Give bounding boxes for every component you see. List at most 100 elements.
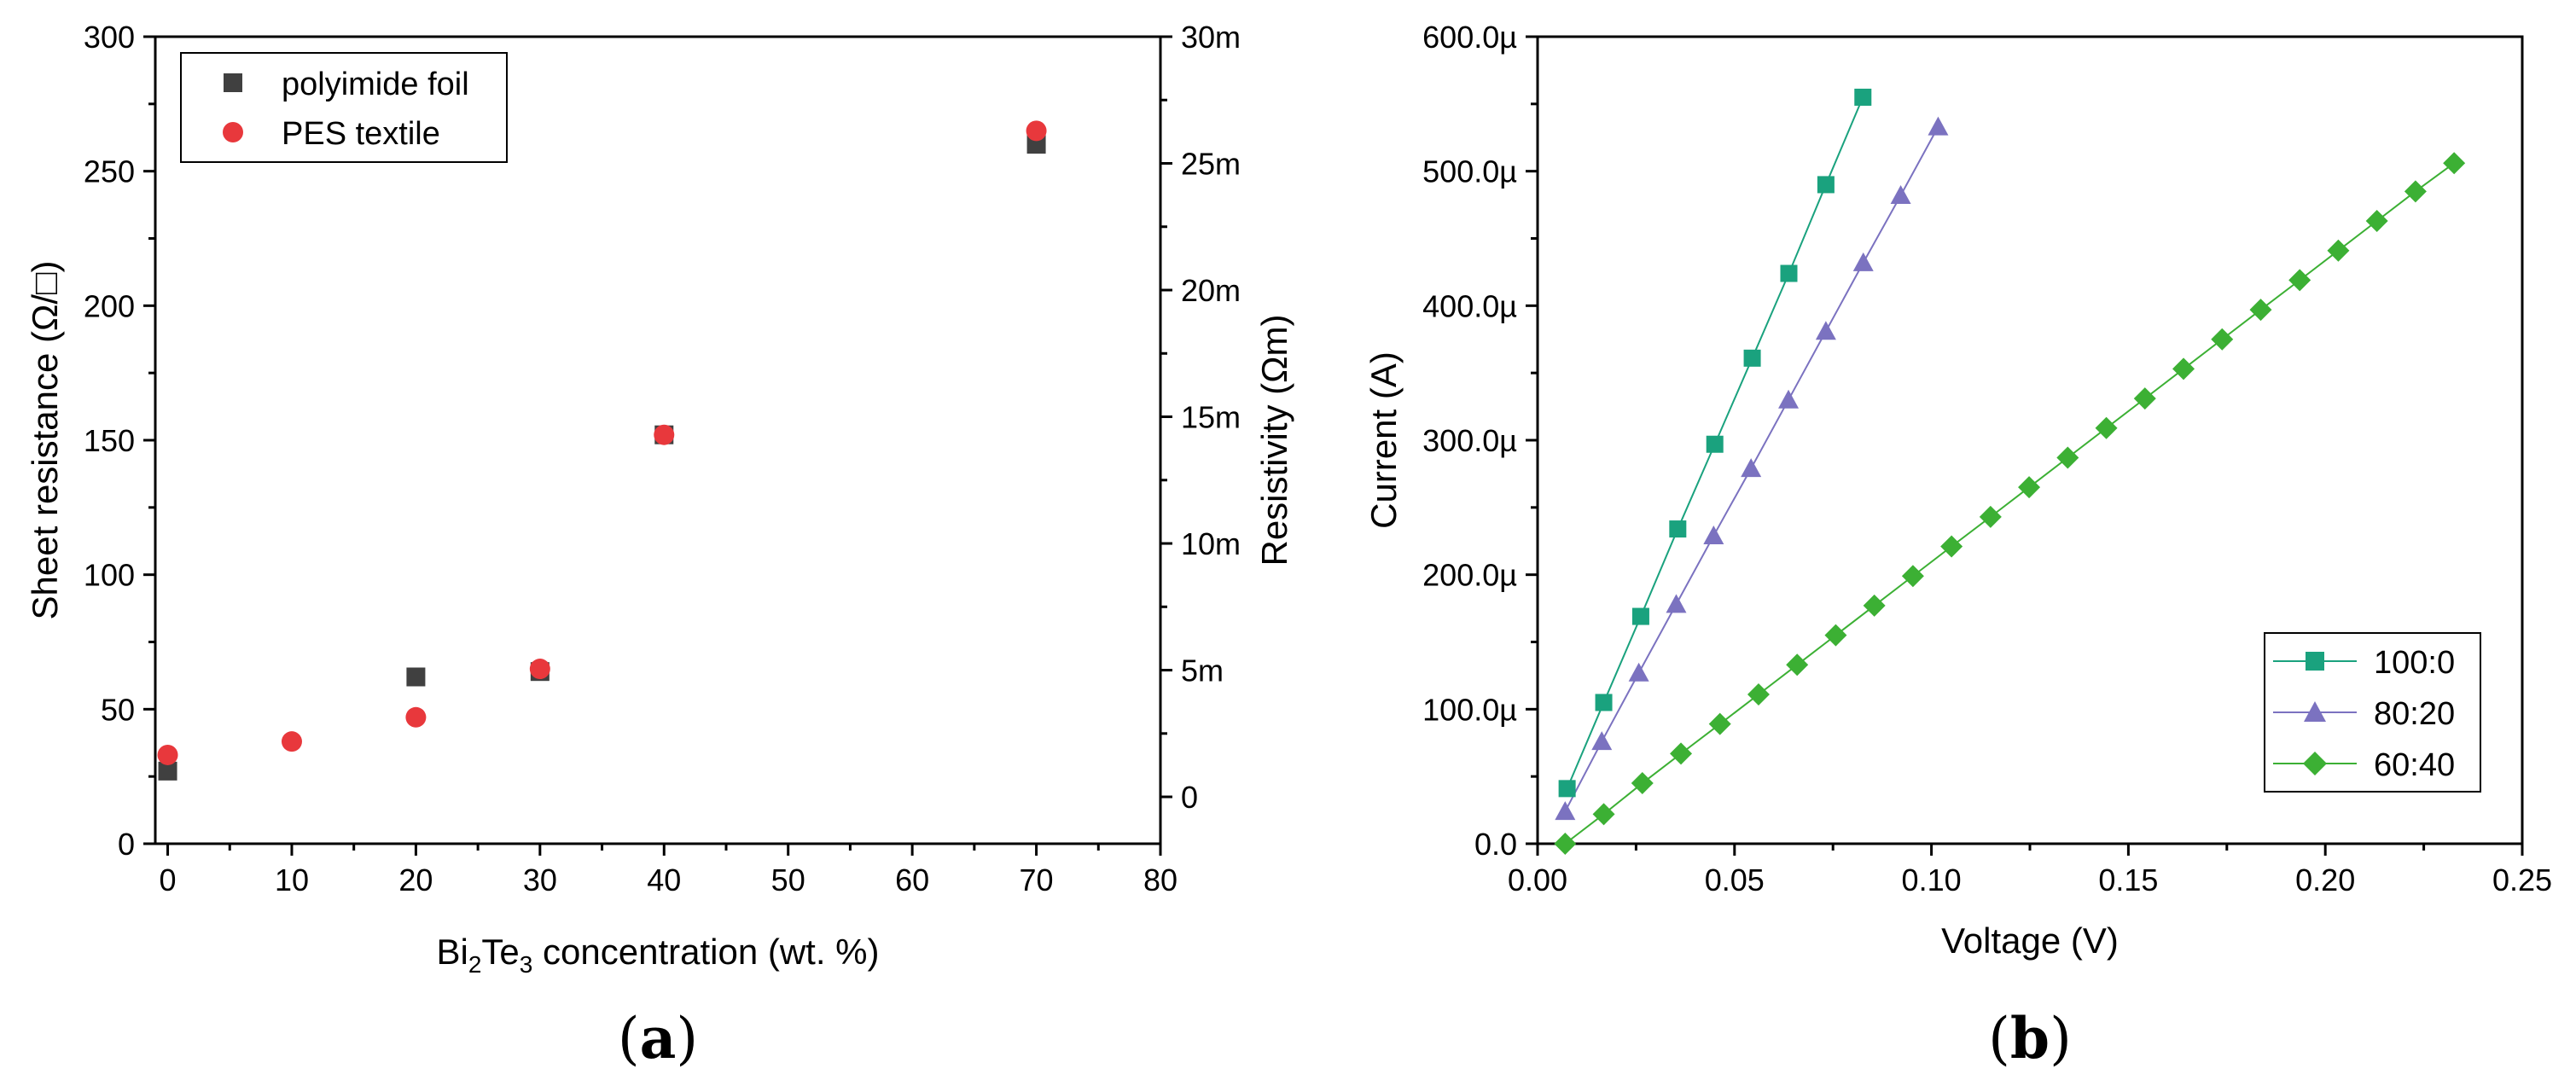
data-point-80-20	[1852, 252, 1874, 271]
panel-a-y2-axis: 0 5m 10m 15m 20m 25m 30m	[1160, 20, 1241, 815]
data-point-60-40	[2404, 180, 2427, 203]
x-tick-label: 30	[523, 862, 557, 897]
data-point-60-40	[1979, 505, 2002, 528]
y-tick-label: 200	[84, 288, 135, 323]
data-point-60-40	[1901, 565, 1924, 588]
data-point-60-40	[2172, 357, 2195, 380]
y-tick-label: 600.0µ	[1422, 20, 1517, 55]
data-point-60-40	[2056, 446, 2079, 469]
data-point-60-40	[1592, 803, 1615, 826]
data-point-80-20	[1815, 321, 1836, 340]
data-point-polyimide-foil	[406, 667, 426, 687]
data-point-60-40	[2133, 387, 2156, 410]
panel-a-y2-axis-title: Resistivity (Ωm)	[1254, 314, 1294, 566]
legend-marker-80-20	[2304, 701, 2326, 722]
x-tick-label: 0	[160, 862, 177, 897]
y2-tick-label: 25m	[1181, 147, 1241, 182]
x-tick-label: 0.10	[1902, 862, 1962, 897]
data-point-100-0	[1631, 607, 1649, 625]
x-tick-label: 50	[771, 862, 805, 897]
panel-b-y-axis-title: Current (A)	[1364, 351, 1404, 529]
y-tick-label: 150	[84, 423, 135, 458]
data-point-60-40	[1670, 742, 1693, 765]
data-point-80-20	[1628, 662, 1649, 682]
data-point-100-0	[1558, 780, 1576, 798]
panel-a-data-points	[157, 120, 1047, 781]
series-line-60-40	[1564, 162, 2455, 845]
data-point-pes-textile	[405, 706, 427, 728]
panel-b-data-points	[1554, 88, 2466, 855]
data-point-pes-textile	[529, 659, 550, 680]
x-tick-label: 0.00	[1508, 862, 1567, 897]
x-tick-label: 40	[647, 862, 681, 897]
panel-a-chart: 0 10 20 30 40 50 60 70 80 0 50 100 150 200 250 300 0 5m…	[25, 20, 1294, 1071]
y-tick-label: 0.0	[1474, 827, 1517, 862]
y-tick-label: 0	[118, 827, 135, 862]
data-point-60-40	[1708, 712, 1731, 735]
data-point-60-40	[1554, 833, 1577, 855]
panel-b-y-axis: 0.0 100.0µ 200.0µ 300.0µ 400.0µ 500.0µ 600.0µ	[1422, 20, 1538, 862]
y-tick-label: 50	[101, 692, 135, 727]
x-tick-label: 70	[1020, 862, 1054, 897]
data-point-pes-textile	[1026, 120, 1047, 142]
data-point-60-40	[2327, 239, 2350, 262]
y-tick-label: 500.0µ	[1422, 154, 1517, 189]
legend-label-polyimide-foil: polyimide foil	[282, 67, 469, 102]
data-point-80-20	[1778, 389, 1800, 409]
legend-marker-pes-textile	[223, 122, 243, 142]
y2-tick-label: 15m	[1181, 400, 1241, 435]
x-tick-label: 0.20	[2295, 862, 2355, 897]
x-tick-label: 20	[398, 862, 433, 897]
x-tick-label: 0.25	[2492, 862, 2552, 897]
data-point-80-20	[1666, 594, 1687, 613]
x-tick-label: 80	[1143, 862, 1178, 897]
data-point-60-40	[1631, 772, 1654, 795]
data-point-80-20	[1703, 525, 1724, 544]
panel-a-legend-box	[180, 52, 508, 163]
data-point-60-40	[2095, 416, 2118, 439]
panel-a-label: (a)	[618, 1005, 698, 1071]
y2-tick-label: 20m	[1181, 273, 1241, 308]
y-tick-label: 100	[84, 558, 135, 593]
y-tick-label: 400.0µ	[1422, 288, 1517, 323]
x-tick-label: 60	[895, 862, 929, 897]
panel-b-x-axis-title: Voltage (V)	[1941, 920, 2119, 961]
data-point-60-40	[1863, 594, 1886, 617]
data-point-80-20	[1741, 458, 1762, 478]
panel-b-legend: 100:0 80:20 60:40	[2264, 632, 2481, 793]
data-point-60-40	[1786, 653, 1809, 677]
legend-label-80-20: 80:20	[2374, 696, 2455, 732]
panel-a-x-axis-title: Bi2Te3 concentration (wt. %)	[436, 932, 879, 978]
data-point-100-0	[1595, 694, 1613, 711]
legend-label-100-0: 100:0	[2374, 645, 2455, 681]
data-point-100-0	[1854, 88, 1872, 106]
y-tick-label: 250	[84, 154, 135, 189]
data-point-100-0	[1743, 349, 1761, 367]
panel-b-label: (b)	[1988, 1005, 2072, 1071]
data-point-80-20	[1928, 116, 1949, 136]
data-point-pes-textile	[157, 744, 178, 765]
data-point-pes-textile	[654, 424, 675, 445]
data-point-polyimide-foil	[158, 761, 177, 781]
data-point-60-40	[2365, 210, 2388, 233]
data-point-60-40	[2288, 269, 2311, 292]
y2-tick-label: 0	[1181, 780, 1198, 815]
panel-a-legend: polyimide foil PES textile	[180, 52, 508, 163]
data-point-100-0	[1706, 435, 1724, 453]
data-point-pes-textile	[281, 731, 302, 752]
legend-label-pes-textile: PES textile	[282, 116, 440, 152]
data-point-60-40	[1747, 682, 1770, 706]
data-point-80-20	[1555, 801, 1576, 821]
panel-a-y-axis: 0 50 100 150 200 250 300	[84, 20, 155, 862]
data-point-100-0	[1817, 176, 1835, 194]
data-point-100-0	[1780, 264, 1798, 282]
y-tick-label: 300.0µ	[1422, 423, 1517, 458]
data-point-60-40	[2018, 476, 2041, 499]
data-point-80-20	[1591, 731, 1613, 751]
panel-a-x-axis: 0 10 20 30 40 50 60 70 80	[160, 844, 1178, 897]
data-point-100-0	[1669, 520, 1687, 538]
y-tick-label: 100.0µ	[1422, 692, 1517, 727]
data-point-60-40	[1940, 535, 1963, 558]
data-point-80-20	[1890, 185, 1911, 205]
